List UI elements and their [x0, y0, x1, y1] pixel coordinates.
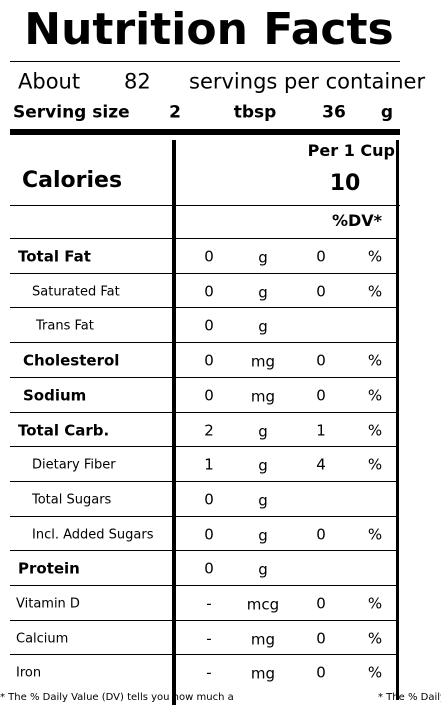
servings-suffix: servings per container	[189, 69, 426, 94]
row-rule	[10, 272, 398, 274]
dv-unit: %	[367, 525, 383, 544]
footnote-right: * The % Daily	[378, 692, 441, 703]
nutrient-label: Protein	[18, 559, 80, 578]
row-rule	[10, 342, 398, 344]
servings-count: 82	[124, 69, 151, 94]
row-rule	[10, 446, 398, 448]
dv-unit: %	[367, 421, 383, 439]
row-rule	[10, 411, 398, 413]
nutrient-label: Vitamin D	[16, 596, 80, 612]
nutrient-label: Saturated Fat	[32, 284, 120, 300]
serving-weight-unit: g	[380, 102, 394, 123]
dv: 0	[316, 386, 326, 405]
right-border	[396, 140, 399, 700]
unit: mg	[250, 664, 276, 683]
dv: 0	[316, 629, 326, 648]
unit: mcg	[246, 595, 280, 614]
dv-unit: %	[367, 282, 383, 301]
nutrient-label: Calcium	[16, 631, 69, 647]
dv: 0	[316, 247, 326, 266]
dv-unit: %	[367, 594, 383, 613]
amount: 0	[204, 351, 214, 370]
rule	[10, 205, 400, 206]
row-rule	[10, 515, 398, 517]
row-rule	[10, 654, 398, 656]
nutrient-label: Total Carb.	[18, 421, 110, 439]
unit: mg	[250, 630, 276, 649]
dv-unit: %	[367, 247, 383, 266]
unit: mg	[250, 352, 276, 371]
dv-unit: %	[367, 455, 383, 474]
amount: 0	[204, 490, 214, 509]
nutrient-label: Sodium	[23, 386, 87, 405]
nutrient-label: Total Fat	[18, 247, 91, 266]
nutrient-label: Trans Fat	[36, 318, 94, 334]
nutrient-label: Dietary Fiber	[32, 457, 116, 473]
serving-unit: tbsp	[233, 102, 277, 123]
row-rule	[10, 619, 398, 621]
serving-weight: 36	[322, 102, 346, 123]
row-rule	[10, 307, 398, 309]
calories-value: 10	[329, 171, 361, 196]
unit: g	[258, 526, 268, 545]
amount: -	[206, 629, 212, 648]
row-rule	[10, 376, 398, 378]
nutrient-label: Iron	[16, 665, 42, 681]
amount: 2	[204, 421, 214, 439]
dv: 0	[316, 282, 326, 301]
dv: 0	[316, 351, 326, 370]
column-divider	[172, 140, 176, 705]
amount: 0	[204, 247, 214, 266]
amount: 0	[204, 386, 214, 405]
dv: 1	[316, 421, 326, 439]
footnote: * The % Daily Value (DV) tells you how m…	[0, 692, 234, 703]
dv-unit: %	[367, 663, 383, 682]
dv: 0	[316, 594, 326, 613]
row-rule	[10, 480, 398, 482]
per-label: Per 1 Cup	[307, 141, 395, 160]
amount: 0	[204, 559, 214, 578]
unit: g	[258, 560, 268, 579]
unit: g	[258, 491, 268, 510]
dv-header: %DV*	[331, 211, 383, 230]
title: Nutrition Facts	[24, 4, 394, 55]
servings-prefix: About	[18, 69, 81, 94]
row-rule	[10, 550, 398, 552]
amount: 0	[204, 525, 214, 544]
amount: 1	[204, 455, 214, 474]
dv-unit: %	[367, 629, 383, 648]
nutrient-label: Incl. Added Sugars	[32, 527, 154, 543]
amount: -	[206, 663, 212, 682]
calories-label: Calories	[22, 168, 123, 193]
dv: 0	[316, 663, 326, 682]
unit: g	[258, 283, 268, 302]
rule	[10, 61, 400, 62]
row-rule	[10, 585, 398, 586]
amount: 0	[204, 282, 214, 301]
unit: mg	[250, 387, 276, 406]
amount: -	[206, 594, 212, 613]
serving-size-label: Serving size	[13, 102, 130, 123]
nutrient-label: Total Sugars	[32, 492, 112, 508]
nutrient-label: Cholesterol	[23, 351, 120, 370]
dv-unit: %	[367, 386, 383, 405]
amount: 0	[204, 316, 214, 335]
dv-unit: %	[367, 351, 383, 370]
serving-amount: 2	[169, 102, 181, 123]
unit: g	[258, 422, 268, 440]
thick-rule	[10, 129, 400, 135]
unit: g	[258, 317, 268, 336]
unit: g	[258, 456, 268, 475]
unit: g	[258, 248, 268, 267]
row-rule	[10, 238, 398, 239]
dv: 4	[316, 455, 326, 474]
dv: 0	[316, 525, 326, 544]
